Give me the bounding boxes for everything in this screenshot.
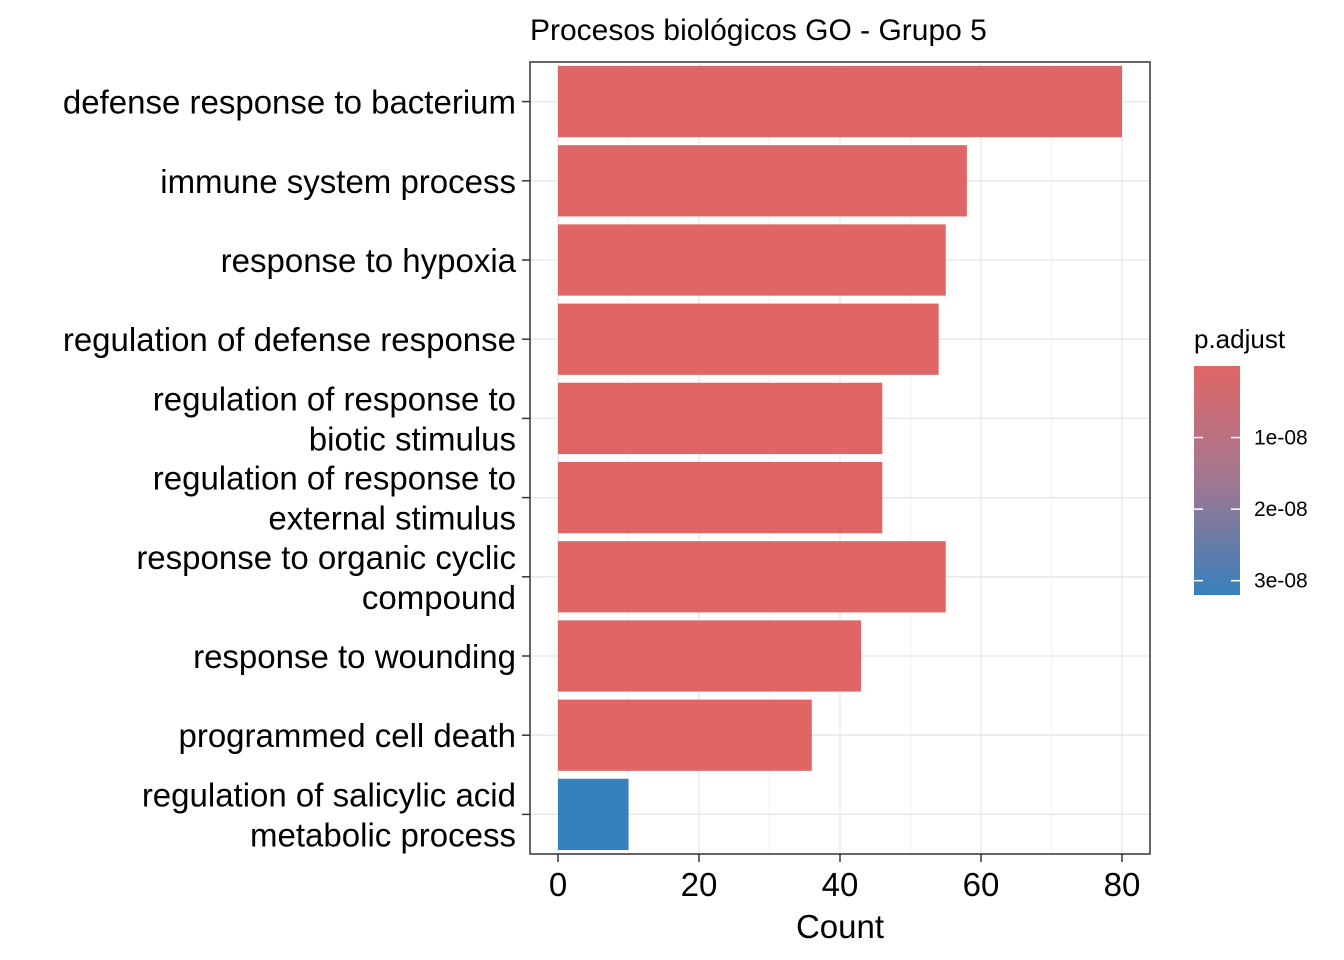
x-tick-label: 40 [822,866,859,903]
legend: p.adjust 1e-08 2e-08 3e-08 [1194,324,1308,595]
y-tick-label: regulation of defense response [63,321,516,358]
legend-tick-label: 3e-08 [1254,570,1308,593]
y-tick-label: immune system process [160,163,516,200]
y-tick-label: regulation of salicylic acid metabolic pr… [142,776,516,853]
y-tick-label: response to hypoxia [221,242,517,279]
legend-tick-label: 1e-08 [1254,427,1308,450]
legend-colorbar [1194,366,1240,595]
bar [558,303,939,375]
x-tick-label: 80 [1104,866,1141,903]
legend-ticks: 1e-08 2e-08 3e-08 [1194,427,1308,593]
x-axis-label: Count [796,908,884,945]
bar [558,541,946,613]
y-tick-label: defense response to bacterium [63,84,516,121]
bar [558,65,1122,138]
bar [558,461,883,534]
y-tick-label: programmed cell death [178,717,516,754]
bar [558,145,967,217]
bar [558,382,883,455]
y-tick-label: response to wounding [193,638,516,675]
y-axis: defense response to bacterium immune syst… [63,84,530,853]
bars [558,65,1122,851]
x-tick-label: 60 [963,866,1000,903]
chart-title: Procesos biológicos GO - Grupo 5 [530,14,987,47]
bar [558,224,946,296]
legend-title: p.adjust [1194,324,1286,354]
y-tick-label: regulation of response to biotic stimulus [153,380,516,457]
bar [558,778,629,851]
x-axis: 0 20 40 60 80 [549,854,1141,903]
x-tick-label: 0 [549,866,567,903]
bar [558,699,812,771]
y-tick-label: regulation of response to external stimul… [153,460,516,537]
x-tick-label: 20 [681,866,718,903]
legend-tick-label: 2e-08 [1254,498,1308,521]
bar [558,620,862,692]
y-tick-label: response to organic cyclic compound [136,539,516,616]
